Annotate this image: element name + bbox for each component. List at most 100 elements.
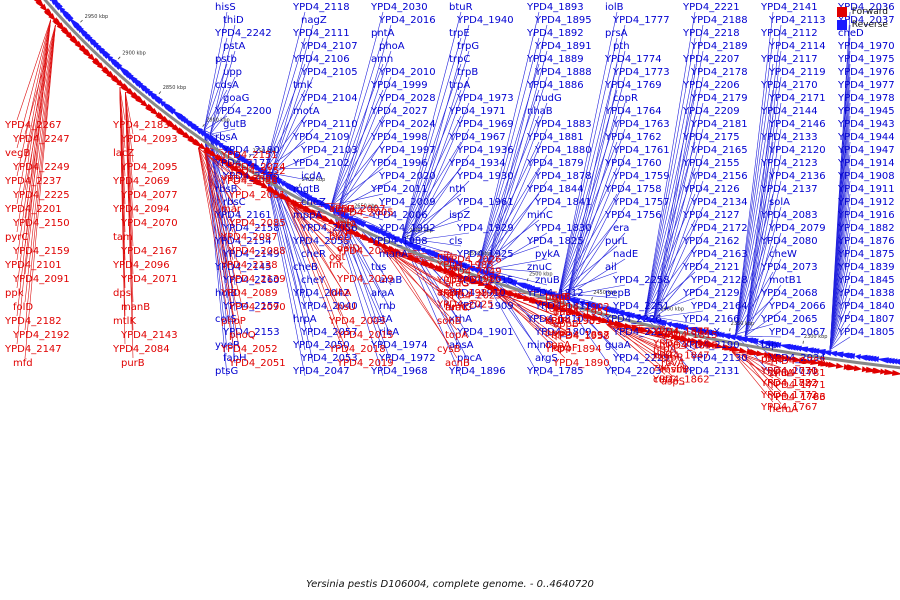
- forward-gene-label[interactable]: YPD4_2074: [228, 162, 286, 173]
- reverse-gene-label[interactable]: YPD4_2028: [378, 93, 436, 104]
- reverse-gene-label[interactable]: YPD4_1876: [837, 236, 895, 247]
- forward-gene-label[interactable]: pyrC: [5, 232, 28, 243]
- forward-gene-label[interactable]: znuA: [769, 368, 794, 379]
- reverse-gene-label[interactable]: YPD4_2011: [370, 184, 428, 195]
- reverse-gene-label[interactable]: YPD4_1758: [604, 184, 662, 195]
- forward-gene-label[interactable]: YPD4_1842: [652, 326, 710, 337]
- forward-gene-label[interactable]: oppC: [545, 328, 571, 339]
- forward-gene-label[interactable]: YPD4_1855: [660, 341, 718, 352]
- forward-gene-label[interactable]: aspS: [661, 377, 685, 388]
- forward-gene-label[interactable]: acpD: [329, 204, 355, 215]
- forward-gene-label[interactable]: mar: [221, 204, 242, 215]
- reverse-gene-label[interactable]: YPD4_1759: [612, 171, 670, 182]
- forward-gene-label[interactable]: YPD4_2089: [220, 288, 278, 299]
- forward-gene-label[interactable]: YPD4_1766: [768, 392, 826, 403]
- forward-gene-label[interactable]: YPD4_1903: [544, 316, 602, 327]
- reverse-gene-label[interactable]: YPD4_2117: [760, 54, 818, 65]
- reverse-gene-label[interactable]: YPD4_1761: [612, 145, 670, 156]
- reverse-gene-label[interactable]: YPD4_2180: [222, 145, 280, 156]
- forward-gene-label[interactable]: YPD4_1877: [652, 326, 710, 337]
- reverse-gene-label[interactable]: YPD4_2006: [370, 210, 428, 221]
- forward-gene-label[interactable]: rzpR: [661, 353, 684, 364]
- forward-gene-label[interactable]: YPD4_2026: [444, 255, 502, 266]
- reverse-gene-label[interactable]: YPD4_2107: [300, 41, 358, 52]
- reverse-gene-label[interactable]: YPD4_2207: [682, 54, 740, 65]
- forward-gene-label[interactable]: YPD4_1767: [760, 402, 818, 413]
- forward-gene-label[interactable]: dalD: [337, 244, 360, 255]
- reverse-gene-label[interactable]: trpE: [449, 28, 470, 39]
- reverse-gene-label[interactable]: YPD4_2172: [690, 223, 748, 234]
- reverse-gene-label[interactable]: YPD4_1810: [526, 314, 584, 325]
- reverse-gene-label[interactable]: tmk: [293, 80, 313, 91]
- reverse-gene-label[interactable]: YPD4_1973: [456, 93, 514, 104]
- reverse-gene-label[interactable]: YPD4_2056: [300, 223, 358, 234]
- reverse-gene-label[interactable]: yveR: [215, 340, 240, 351]
- forward-gene-label[interactable]: purB: [121, 358, 145, 369]
- reverse-gene-label[interactable]: YPD4_1883: [534, 119, 592, 130]
- reverse-gene-label[interactable]: rbsB: [215, 184, 238, 195]
- reverse-gene-label[interactable]: YPD4_2079: [768, 223, 826, 234]
- reverse-gene-label[interactable]: YPD4_1878: [534, 171, 592, 182]
- forward-gene-label[interactable]: YPD4_2237: [4, 176, 62, 187]
- forward-gene-label[interactable]: YPD4_2095: [120, 162, 178, 173]
- forward-gene-label[interactable]: ruvC: [653, 350, 676, 361]
- reverse-gene-label[interactable]: YPD4_2179: [690, 93, 748, 104]
- reverse-gene-label[interactable]: YPD4_2083: [760, 210, 818, 221]
- reverse-gene-label[interactable]: ispZ: [449, 210, 470, 221]
- forward-gene-label[interactable]: YPD4_2069: [112, 176, 170, 187]
- forward-gene-label[interactable]: pgpB: [545, 292, 571, 303]
- forward-gene-label[interactable]: araC: [445, 303, 468, 314]
- forward-gene-label[interactable]: sohB: [437, 316, 462, 327]
- forward-gene-label[interactable]: YPD4_2077: [120, 190, 178, 201]
- reverse-gene-label[interactable]: YPD4_1838: [837, 288, 895, 299]
- forward-gene-label[interactable]: dps: [113, 288, 131, 299]
- reverse-gene-label[interactable]: YPD4_1841: [534, 197, 592, 208]
- reverse-gene-label[interactable]: YPD4_2037: [837, 15, 895, 26]
- forward-gene-label[interactable]: rstA: [337, 220, 357, 231]
- forward-gene-label[interactable]: YPD4_1781: [768, 368, 826, 379]
- forward-gene-label[interactable]: YPD4_2247: [12, 134, 70, 145]
- reverse-gene-label[interactable]: araA: [371, 288, 394, 299]
- reverse-gene-label[interactable]: amn: [371, 54, 393, 65]
- reverse-gene-label[interactable]: YPD4_2103: [300, 145, 358, 156]
- reverse-gene-label[interactable]: YPD4_2155: [682, 158, 740, 169]
- reverse-gene-label[interactable]: YPD4_1971: [448, 106, 506, 117]
- reverse-gene-label[interactable]: YPD4_2146: [768, 119, 826, 130]
- reverse-gene-label[interactable]: YPD4_2217: [612, 327, 670, 338]
- reverse-gene-label[interactable]: trpC: [449, 54, 470, 65]
- reverse-gene-label[interactable]: YPD4_2137: [760, 184, 818, 195]
- reverse-gene-label[interactable]: YPD4_2121: [682, 262, 740, 273]
- reverse-gene-label[interactable]: YPD4_1934: [448, 158, 506, 169]
- forward-gene-label[interactable]: prfA: [761, 354, 782, 365]
- reverse-gene-label[interactable]: YPD4_1763: [612, 119, 670, 130]
- forward-gene-label[interactable]: YPD4_2041: [336, 246, 394, 257]
- reverse-gene-label[interactable]: YPD4_2221: [682, 2, 740, 13]
- forward-gene-label[interactable]: bioD: [329, 232, 352, 243]
- forward-gene-label[interactable]: ntpA: [653, 344, 677, 355]
- reverse-gene-label[interactable]: YPD4_1915: [456, 275, 514, 286]
- forward-gene-label[interactable]: YPD4_2201: [4, 204, 62, 215]
- forward-gene-label[interactable]: YPD4_1890: [552, 358, 610, 369]
- forward-gene-label[interactable]: YPD4_1951: [552, 307, 610, 318]
- forward-gene-label[interactable]: YPD4_2138: [220, 260, 278, 271]
- reverse-gene-label[interactable]: YPD4_1996: [370, 158, 428, 169]
- reverse-gene-label[interactable]: YPD4_1944: [837, 132, 895, 143]
- forward-gene-label[interactable]: YPD4_2087: [220, 232, 278, 243]
- reverse-gene-label[interactable]: ansA: [449, 340, 474, 351]
- reverse-gene-label[interactable]: rnb: [379, 301, 396, 312]
- forward-gene-label[interactable]: YPD4_2192: [12, 330, 70, 341]
- reverse-gene-label[interactable]: YPD4_2009: [378, 197, 436, 208]
- reverse-gene-label[interactable]: YPD4_2229: [612, 353, 670, 364]
- reverse-gene-label[interactable]: YPD4_2206: [682, 80, 740, 91]
- forward-gene-label[interactable]: YPD4_2167: [120, 246, 178, 257]
- reverse-gene-label[interactable]: YPD4_1875: [837, 249, 895, 260]
- forward-gene-label[interactable]: YPD4_2022: [436, 275, 494, 286]
- reverse-gene-label[interactable]: YPD4_2175: [682, 132, 740, 143]
- reverse-gene-label[interactable]: YPD4_2114: [768, 41, 826, 52]
- reverse-gene-label[interactable]: YPD4_1844: [526, 184, 584, 195]
- reverse-gene-label[interactable]: cdsA: [215, 80, 239, 91]
- forward-gene-label[interactable]: mlc: [337, 218, 355, 229]
- reverse-gene-label[interactable]: goaG: [223, 93, 249, 104]
- reverse-gene-label[interactable]: YPD4_1825: [526, 236, 584, 247]
- forward-gene-label[interactable]: YPD4_1862: [652, 374, 710, 385]
